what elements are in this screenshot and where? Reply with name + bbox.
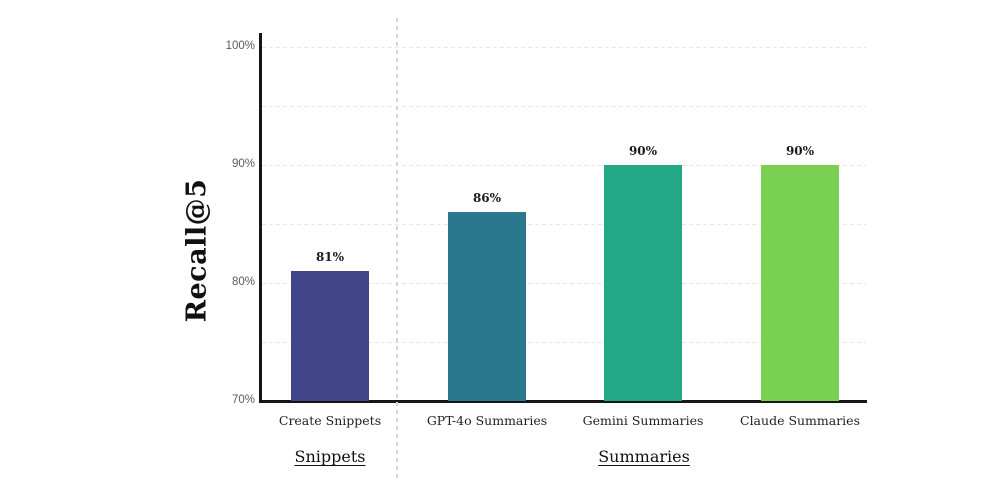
- x-tick-label-create-snippets: Create Snippets: [278, 413, 382, 428]
- group-label-summaries: Summaries: [534, 447, 754, 466]
- gridline: [262, 341, 866, 343]
- gridline: [262, 164, 866, 166]
- plot-area: 81% 86% 90% 90%: [262, 46, 866, 401]
- y-tick-label: 100%: [225, 40, 255, 52]
- gridline: [262, 46, 866, 48]
- x-tick-label-gpt-4o-summaries: GPT-4o Summaries: [426, 413, 548, 428]
- y-axis-line: [259, 33, 262, 403]
- x-tick-label-gemini-summaries: Gemini Summaries: [582, 413, 704, 428]
- bar-create-snippets: [291, 271, 369, 401]
- bar-gpt-4o-summaries: [448, 212, 526, 401]
- bar-gemini-summaries: [604, 165, 682, 401]
- y-tick-label: 70%: [231, 394, 255, 406]
- gridline: [262, 105, 866, 107]
- bar-value-label: 90%: [785, 144, 815, 158]
- group-label-summaries-text: Summaries: [598, 447, 690, 466]
- bar-value-label: 86%: [472, 191, 502, 206]
- group-separator-line: [396, 18, 398, 480]
- group-label-snippets-text: Snippets: [294, 447, 366, 466]
- x-axis-line: [259, 400, 867, 403]
- y-tick-label: 80%: [231, 276, 255, 288]
- x-tick-label-claude-summaries: Claude Summaries: [740, 413, 860, 428]
- y-axis-label: Recall@5: [162, 105, 232, 395]
- bar-value-label: 90%: [628, 144, 658, 158]
- y-tick-label: 90%: [231, 158, 255, 170]
- gridline: [262, 282, 866, 284]
- bar-value-label: 81%: [315, 250, 345, 265]
- bar-claude-summaries: [761, 165, 839, 401]
- group-label-snippets: Snippets: [220, 447, 440, 466]
- y-axis-label-text: Recall@5: [181, 178, 213, 322]
- gridline: [262, 223, 866, 225]
